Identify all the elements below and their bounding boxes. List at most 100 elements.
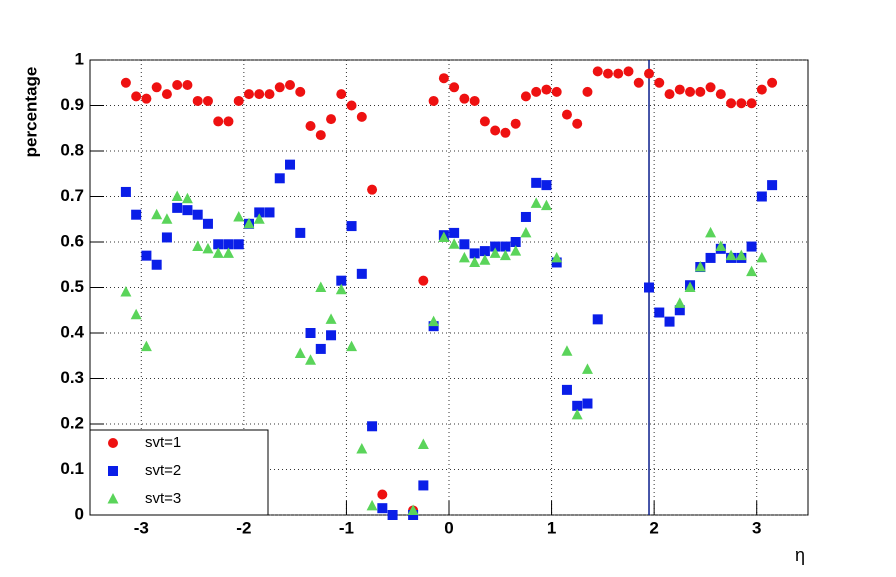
point bbox=[654, 307, 665, 318]
point bbox=[295, 86, 306, 97]
legend-marker bbox=[107, 493, 119, 504]
point bbox=[212, 247, 224, 258]
point bbox=[161, 232, 172, 243]
point bbox=[325, 313, 337, 324]
point bbox=[613, 68, 624, 79]
y-tick-label: 0.2 bbox=[60, 413, 84, 432]
point bbox=[674, 297, 686, 308]
point bbox=[223, 116, 234, 127]
point bbox=[490, 125, 501, 136]
point bbox=[202, 242, 214, 254]
point bbox=[469, 95, 480, 106]
point bbox=[407, 504, 419, 515]
legend-label: svt=1 bbox=[145, 434, 181, 451]
point bbox=[510, 237, 521, 247]
point bbox=[664, 89, 675, 100]
y-tick-label: 0.6 bbox=[60, 231, 84, 250]
point bbox=[366, 499, 378, 511]
point bbox=[531, 86, 542, 97]
point bbox=[644, 282, 655, 293]
point bbox=[490, 241, 501, 252]
point bbox=[541, 180, 552, 191]
point bbox=[418, 480, 429, 491]
point bbox=[233, 210, 245, 222]
point bbox=[726, 98, 737, 109]
point bbox=[449, 82, 460, 93]
legend-label: svt=2 bbox=[145, 462, 181, 479]
point bbox=[644, 68, 655, 79]
point bbox=[285, 159, 296, 170]
point bbox=[326, 330, 337, 341]
x-tick-label: 1 bbox=[547, 518, 556, 537]
point bbox=[705, 252, 716, 263]
point bbox=[254, 207, 265, 218]
point bbox=[530, 197, 542, 208]
point bbox=[561, 384, 572, 395]
point bbox=[756, 84, 767, 95]
point bbox=[705, 226, 717, 238]
point bbox=[746, 265, 758, 277]
y-tick-label: 1 bbox=[75, 49, 84, 68]
point bbox=[582, 86, 593, 97]
point bbox=[561, 109, 572, 120]
point bbox=[356, 111, 367, 122]
point bbox=[305, 328, 316, 338]
point bbox=[151, 259, 162, 270]
point bbox=[171, 190, 183, 201]
point bbox=[520, 91, 531, 102]
point bbox=[336, 275, 347, 286]
point bbox=[428, 95, 439, 106]
point bbox=[161, 213, 173, 224]
legend-marker bbox=[108, 438, 118, 448]
point bbox=[572, 118, 583, 129]
point bbox=[428, 315, 440, 327]
y-tick-label: 0 bbox=[75, 504, 84, 523]
point bbox=[120, 286, 132, 297]
point bbox=[540, 199, 552, 211]
point bbox=[725, 249, 737, 261]
point bbox=[387, 510, 398, 520]
point bbox=[140, 340, 152, 352]
point bbox=[151, 208, 163, 220]
point bbox=[172, 80, 183, 91]
y-axis-label: percentage bbox=[21, 67, 40, 158]
point bbox=[449, 227, 460, 238]
point bbox=[684, 281, 696, 292]
point bbox=[623, 66, 634, 77]
point bbox=[767, 180, 778, 191]
point bbox=[233, 239, 244, 250]
point bbox=[222, 247, 234, 258]
point bbox=[602, 68, 613, 79]
point bbox=[151, 82, 162, 93]
point bbox=[356, 443, 368, 454]
point bbox=[685, 86, 696, 97]
y-tick-label: 0.7 bbox=[60, 186, 84, 205]
point bbox=[213, 239, 224, 250]
point bbox=[131, 209, 142, 220]
point bbox=[315, 343, 326, 354]
point bbox=[254, 89, 265, 100]
point bbox=[253, 213, 265, 224]
point bbox=[469, 248, 480, 259]
point bbox=[315, 130, 326, 141]
point bbox=[531, 177, 542, 188]
point bbox=[213, 116, 224, 127]
point bbox=[192, 209, 203, 220]
point bbox=[510, 118, 521, 129]
y-tick-label: 0.1 bbox=[60, 459, 84, 478]
point bbox=[377, 489, 388, 500]
point bbox=[438, 231, 450, 242]
x-axis-label: η bbox=[795, 545, 805, 565]
point bbox=[520, 211, 531, 222]
point bbox=[551, 251, 563, 263]
point bbox=[571, 408, 583, 420]
point bbox=[202, 95, 213, 106]
point bbox=[694, 261, 706, 272]
point bbox=[500, 241, 511, 252]
y-tick-label: 0.3 bbox=[60, 368, 84, 387]
point bbox=[141, 93, 152, 104]
point bbox=[705, 82, 716, 93]
point bbox=[458, 251, 470, 263]
x-tick-label: 0 bbox=[444, 518, 453, 537]
